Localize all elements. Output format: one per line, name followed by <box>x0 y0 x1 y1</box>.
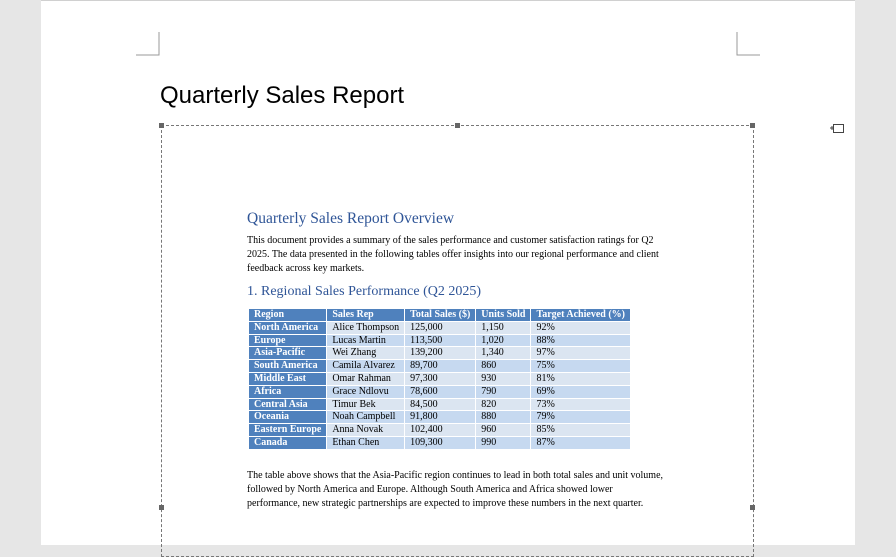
region-cell: Europe <box>247 333 328 348</box>
header-cell: Total Sales ($) <box>404 308 477 322</box>
region-cell: Central Asia <box>247 397 328 412</box>
header-cell: Sales Rep <box>326 308 406 322</box>
table-cell: 860 <box>475 359 532 373</box>
table-cell: 89,700 <box>404 359 477 373</box>
resize-handle[interactable] <box>159 123 164 128</box>
table-cell: Anna Novak <box>326 423 406 437</box>
table-cell: 75% <box>530 359 631 373</box>
page <box>41 0 855 545</box>
word-window: {"document":{"title":"Quarterly Sales Re… <box>41 0 855 557</box>
table-cell: 92% <box>530 320 631 335</box>
table-cell: Timur Bek <box>326 397 406 412</box>
intro-paragraph: This document provides a summary of the … <box>247 235 659 274</box>
table-cell: Ethan Chen <box>326 435 406 450</box>
resize-handle[interactable] <box>455 123 460 128</box>
margin-corner <box>136 32 160 56</box>
table-cell: Omar Rahman <box>326 371 406 386</box>
table-row: Oceania Noah Campbell 91,800 880 79% <box>247 410 631 425</box>
margin-corner <box>736 32 760 56</box>
table-cell: 97% <box>530 346 631 361</box>
region-cell: North America <box>247 320 328 335</box>
table-cell: 102,400 <box>404 423 477 437</box>
resize-handle[interactable] <box>750 123 755 128</box>
table-row: Eastern Europe Anna Novak 102,400 960 85% <box>247 423 631 437</box>
table-cell: 73% <box>530 397 631 412</box>
table-row: Europe Lucas Martin 113,500 1,020 88% <box>247 333 631 348</box>
table-cell: 880 <box>475 410 532 425</box>
table-cell: 81% <box>530 371 631 386</box>
table-row: Africa Grace Ndlovu 78,600 790 69% <box>247 384 631 399</box>
table-cell: 1,020 <box>475 333 532 348</box>
table-cell: 125,000 <box>404 320 477 335</box>
header-row: Region Sales Rep Total Sales ($) Units Sold… <box>247 308 631 322</box>
document-title: Quarterly Sales Report <box>160 82 405 109</box>
table-cell: 84,500 <box>404 397 477 412</box>
table-cell: 1,340 <box>475 346 532 361</box>
table-cell: 113,500 <box>404 333 477 348</box>
table-cell: Grace Ndlovu <box>326 384 406 399</box>
region-cell: Canada <box>247 435 328 450</box>
table-cell: Lucas Martin <box>326 333 406 348</box>
table-cell: 1,150 <box>475 320 532 335</box>
table-cell: Wei Zhang <box>326 346 406 361</box>
table-cell: 109,300 <box>404 435 477 450</box>
resize-handle[interactable] <box>159 505 164 510</box>
region-cell: Middle East <box>247 371 328 386</box>
table-row: Central Asia Timur Bek 84,500 820 73% <box>247 397 631 412</box>
table-cell: 91,800 <box>404 410 477 425</box>
embed-heading: Quarterly Sales Report Overview <box>247 210 455 227</box>
table-cell: 820 <box>475 397 532 412</box>
region-cell: Asia-Pacific <box>247 346 328 361</box>
resize-handle[interactable] <box>750 505 755 510</box>
region-cell: Africa <box>247 384 328 399</box>
table-cell: 87% <box>530 435 631 450</box>
header-cell: Target Achieved (%) <box>530 308 631 322</box>
header-cell: Region <box>247 308 328 322</box>
table-cell: 139,200 <box>404 346 477 361</box>
comment-icon[interactable] <box>830 124 844 133</box>
table-cell: 85% <box>530 423 631 437</box>
table-cell: Noah Campbell <box>326 410 406 425</box>
table-row: Asia-Pacific Wei Zhang 139,200 1,340 97% <box>247 346 631 361</box>
table-cell: 930 <box>475 371 532 386</box>
table-cell: 960 <box>475 423 532 437</box>
table-cell: Camila Alvarez <box>326 359 406 373</box>
table-cell: 79% <box>530 410 631 425</box>
page-marks <box>136 32 844 133</box>
region-cell: Oceania <box>247 410 328 425</box>
table-row: Canada Ethan Chen 109,300 990 87% <box>247 435 631 450</box>
table-row: South America Camila Alvarez 89,700 860 75% <box>247 359 631 373</box>
sales-table: Region Sales Rep Total Sales ($) Units Sold… <box>247 308 631 450</box>
region-cell: South America <box>247 359 328 373</box>
region-cell: Eastern Europe <box>247 423 328 437</box>
closing-paragraph: The table above shows that the Asia-Paci… <box>247 470 664 509</box>
table-cell: 790 <box>475 384 532 399</box>
table-cell: 69% <box>530 384 631 399</box>
table-row: North America Alice Thompson 125,000 1,150 9… <box>247 320 631 335</box>
section-heading: 1. Regional Sales Performance (Q2 2025) <box>247 284 482 299</box>
table-cell: 88% <box>530 333 631 348</box>
table-cell: 990 <box>475 435 532 450</box>
table-cell: 78,600 <box>404 384 477 399</box>
header-cell: Units Sold <box>475 308 532 322</box>
table-cell: Alice Thompson <box>326 320 406 335</box>
table-row: Middle East Omar Rahman 97,300 930 81% <box>247 371 631 386</box>
table-cell: 97,300 <box>404 371 477 386</box>
